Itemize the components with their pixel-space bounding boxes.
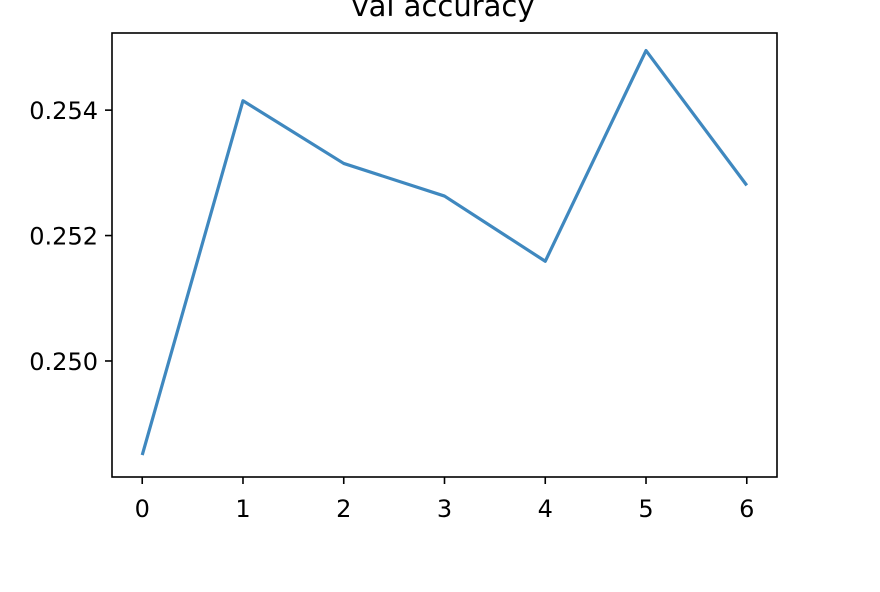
y-tick-label: 0.254 [29,97,98,125]
series-line [140,48,749,456]
x-tick-label: 4 [538,495,553,523]
x-tick-label: 1 [235,495,250,523]
y-tick-label: 0.252 [29,223,98,251]
x-tick-label: 2 [336,495,351,523]
x-tick-label: 0 [135,495,150,523]
x-axis: 0 1 2 3 4 5 6 [135,477,754,523]
plot-frame [111,32,778,478]
x-tick-label: 5 [638,495,653,523]
plot-area [111,32,778,478]
series-layer [140,48,749,456]
x-tick-label: 6 [739,495,754,523]
y-axis: 0.250 0.252 0.254 [29,97,112,376]
x-tick-label: 3 [437,495,452,523]
y-tick-label: 0.250 [29,348,98,376]
chart-title: val accuracy [351,0,534,23]
